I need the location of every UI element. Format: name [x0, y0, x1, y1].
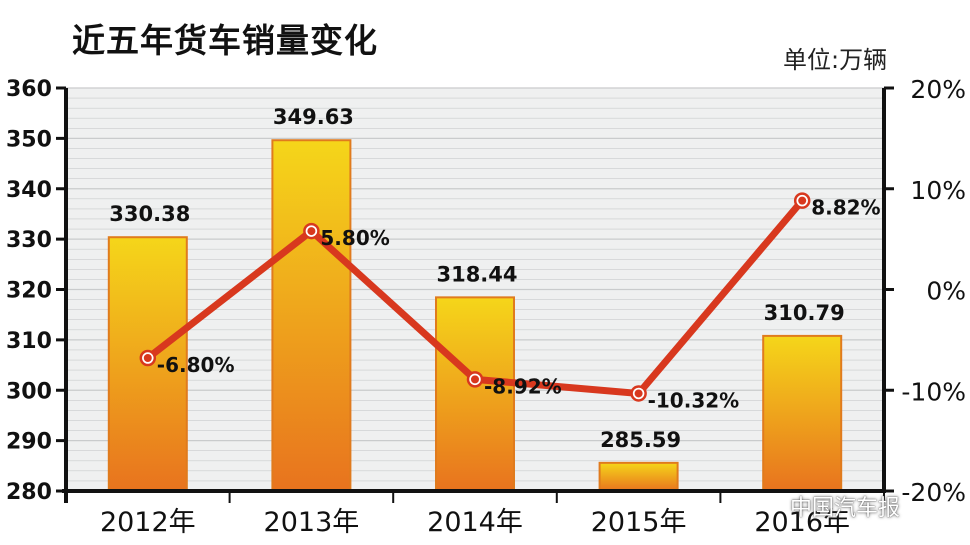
line-marker-dot — [798, 196, 807, 205]
bar-value-label: 310.79 — [764, 301, 845, 325]
right-tick-label: -20% — [901, 478, 966, 507]
left-tick-label: 310 — [6, 329, 52, 354]
right-tick-label: 10% — [910, 176, 966, 205]
bar-value-label: 330.38 — [109, 202, 190, 226]
x-tick-label: 2015年 — [591, 507, 687, 538]
line-marker-dot — [143, 354, 152, 363]
left-tick-label: 290 — [6, 430, 52, 455]
line-value-label: 5.80% — [320, 226, 389, 250]
line-marker-dot — [634, 389, 643, 398]
line-value-label: -6.80% — [157, 353, 235, 377]
x-tick-label: 2016年 — [754, 507, 850, 538]
line-value-label: -8.92% — [484, 374, 562, 398]
unit-label: 单位:万辆 — [783, 46, 888, 74]
left-tick-label: 280 — [6, 480, 52, 505]
left-tick-label: 350 — [6, 127, 52, 152]
x-tick-label: 2012年 — [100, 507, 196, 538]
bar-value-label: 285.59 — [600, 428, 681, 452]
right-tick-label: 0% — [926, 277, 966, 306]
line-value-label: 8.82% — [811, 196, 880, 220]
left-tick-label: 300 — [6, 379, 52, 404]
left-tick-label: 360 — [6, 77, 52, 102]
bar — [598, 461, 679, 492]
line-value-label: -10.32% — [648, 388, 740, 412]
right-tick-label: 20% — [910, 75, 966, 104]
bar — [271, 139, 352, 493]
x-tick-label: 2013年 — [264, 507, 360, 538]
line-marker-dot — [471, 375, 479, 384]
bar-value-label: 318.44 — [436, 262, 517, 286]
chart-title: 近五年货车销量变化 — [72, 21, 378, 60]
left-tick-label: 330 — [6, 228, 52, 253]
bar-value-label: 349.63 — [273, 105, 354, 129]
line-marker-dot — [307, 227, 316, 236]
left-tick-label: 340 — [6, 178, 52, 203]
left-tick-label: 320 — [6, 279, 52, 304]
bar — [762, 334, 843, 493]
watermark: 中国汽车报 — [790, 496, 901, 521]
x-tick-label: 2014年 — [427, 507, 523, 538]
right-tick-label: -10% — [901, 377, 966, 406]
